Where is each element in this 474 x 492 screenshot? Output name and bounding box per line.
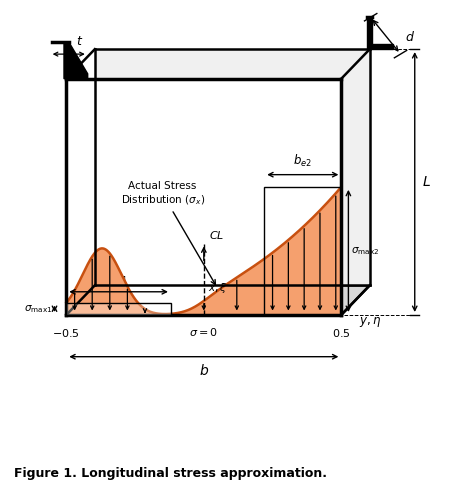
- Polygon shape: [66, 285, 370, 315]
- Text: $-0.5$: $-0.5$: [53, 327, 80, 339]
- Text: $t$: $t$: [76, 35, 83, 48]
- Text: $\sigma_{\max 2}$: $\sigma_{\max 2}$: [351, 245, 379, 257]
- Text: Actual Stress
Distribution $(\sigma_x)$: Actual Stress Distribution $(\sigma_x)$: [120, 181, 215, 284]
- Polygon shape: [64, 42, 88, 79]
- Text: $\sigma_{\max 1}$: $\sigma_{\max 1}$: [24, 303, 52, 315]
- Polygon shape: [66, 187, 341, 315]
- Text: $d$: $d$: [405, 31, 415, 44]
- Polygon shape: [66, 79, 341, 315]
- Text: Figure 1. Longitudinal stress approximation.: Figure 1. Longitudinal stress approximat…: [14, 467, 327, 480]
- Text: $\sigma = 0$: $\sigma = 0$: [189, 326, 219, 338]
- Text: $b$: $b$: [199, 363, 209, 377]
- Polygon shape: [367, 17, 393, 49]
- Polygon shape: [95, 49, 370, 285]
- Text: $x,\xi$: $x,\xi$: [208, 281, 227, 295]
- Text: $b_{e2}$: $b_{e2}$: [293, 153, 312, 169]
- Text: $0.5$: $0.5$: [332, 327, 351, 339]
- Text: $b_{e1}$: $b_{e1}$: [109, 270, 128, 286]
- Text: $L$: $L$: [422, 175, 431, 189]
- Text: $CL$: $CL$: [209, 229, 224, 241]
- Text: $y,\eta$: $y,\eta$: [359, 315, 382, 329]
- Polygon shape: [66, 303, 171, 315]
